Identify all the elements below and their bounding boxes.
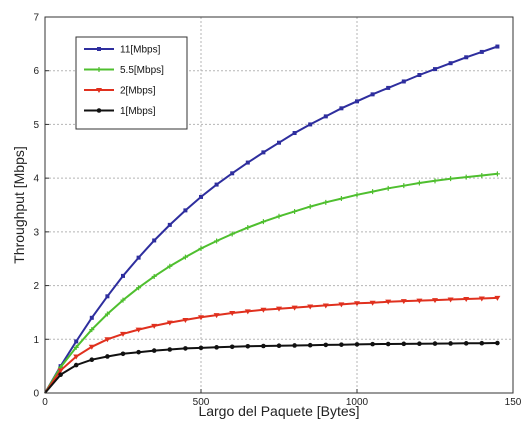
data-point bbox=[433, 341, 438, 346]
y-tick-label: 1 bbox=[33, 335, 39, 346]
x-tick-label: 150 bbox=[505, 397, 522, 408]
data-point bbox=[495, 171, 500, 176]
data-point bbox=[277, 343, 282, 348]
data-point bbox=[449, 61, 453, 65]
data-point bbox=[121, 351, 126, 356]
legend-label: 2[Mbps] bbox=[120, 86, 156, 97]
data-point bbox=[261, 344, 266, 349]
data-point bbox=[324, 343, 329, 348]
y-tick-label: 2 bbox=[33, 281, 39, 292]
data-point bbox=[495, 45, 499, 49]
data-point bbox=[308, 204, 313, 209]
data-point bbox=[105, 294, 109, 298]
data-point bbox=[433, 178, 438, 183]
data-point bbox=[464, 341, 469, 346]
data-point bbox=[308, 122, 312, 126]
data-point bbox=[495, 341, 500, 346]
data-point bbox=[386, 186, 391, 191]
data-point bbox=[168, 223, 172, 227]
data-point bbox=[199, 346, 204, 351]
data-point bbox=[417, 73, 421, 77]
data-point bbox=[339, 106, 343, 110]
data-point bbox=[214, 345, 219, 350]
data-point bbox=[401, 183, 406, 188]
legend-marker bbox=[97, 47, 101, 51]
series-4 bbox=[45, 341, 500, 393]
data-point bbox=[308, 343, 313, 348]
data-point bbox=[152, 238, 156, 242]
data-point bbox=[402, 342, 407, 347]
data-point bbox=[74, 363, 79, 368]
data-point bbox=[355, 192, 360, 197]
data-point bbox=[480, 50, 484, 54]
data-point bbox=[339, 342, 344, 347]
data-point bbox=[355, 342, 360, 347]
data-point bbox=[183, 346, 188, 351]
legend-label: 11[Mbps] bbox=[120, 45, 161, 56]
data-point bbox=[448, 341, 453, 346]
data-point bbox=[230, 345, 235, 350]
data-point bbox=[136, 350, 141, 355]
data-point bbox=[433, 67, 437, 71]
data-point bbox=[230, 171, 234, 175]
data-point bbox=[339, 196, 344, 201]
data-point bbox=[448, 176, 453, 181]
data-point bbox=[464, 175, 469, 180]
data-point bbox=[371, 92, 375, 96]
legend-marker bbox=[97, 108, 102, 113]
data-point bbox=[479, 173, 484, 178]
data-point bbox=[417, 180, 422, 185]
data-point bbox=[355, 99, 359, 103]
x-tick-label: 0 bbox=[42, 397, 48, 408]
data-point bbox=[370, 189, 375, 194]
data-point bbox=[277, 214, 282, 219]
data-point bbox=[246, 161, 250, 165]
y-tick-label: 6 bbox=[33, 66, 39, 77]
data-point bbox=[183, 208, 187, 212]
series-2 bbox=[45, 171, 500, 393]
series-line bbox=[45, 174, 497, 393]
data-point bbox=[386, 342, 391, 347]
data-point bbox=[464, 55, 468, 59]
y-tick-label: 4 bbox=[33, 174, 39, 185]
y-tick-label: 5 bbox=[33, 120, 39, 131]
data-point bbox=[323, 200, 328, 205]
data-point bbox=[90, 357, 95, 362]
y-tick-label: 0 bbox=[33, 389, 39, 400]
y-tick-label: 7 bbox=[33, 13, 39, 24]
data-point bbox=[292, 343, 297, 348]
series-line bbox=[45, 343, 497, 393]
data-point bbox=[215, 183, 219, 187]
data-point bbox=[90, 316, 94, 320]
data-point bbox=[292, 209, 297, 214]
data-point bbox=[199, 195, 203, 199]
legend-label: 5.5[Mbps] bbox=[120, 65, 164, 76]
legend: 11[Mbps] 5.5[Mbps] 2[Mbps] 1[Mbps] bbox=[76, 37, 187, 129]
y-axis-label: Throughput [Mbps] bbox=[11, 146, 27, 264]
data-point bbox=[293, 131, 297, 135]
data-point bbox=[152, 348, 157, 353]
data-point bbox=[137, 256, 141, 260]
data-point bbox=[74, 339, 78, 343]
data-point bbox=[168, 347, 173, 352]
legend-label: 1[Mbps] bbox=[120, 106, 156, 117]
data-point bbox=[402, 79, 406, 83]
data-point bbox=[277, 141, 281, 145]
x-axis-label: Largo del Paquete [Bytes] bbox=[198, 403, 359, 419]
data-point bbox=[324, 114, 328, 118]
data-point bbox=[386, 86, 390, 90]
data-point bbox=[121, 274, 125, 278]
y-tick-label: 3 bbox=[33, 227, 39, 238]
data-point bbox=[370, 342, 375, 347]
data-point bbox=[261, 150, 265, 154]
data-point bbox=[480, 341, 485, 346]
data-point bbox=[417, 341, 422, 346]
data-point bbox=[58, 372, 63, 377]
data-point bbox=[105, 354, 110, 359]
data-point bbox=[246, 344, 251, 349]
